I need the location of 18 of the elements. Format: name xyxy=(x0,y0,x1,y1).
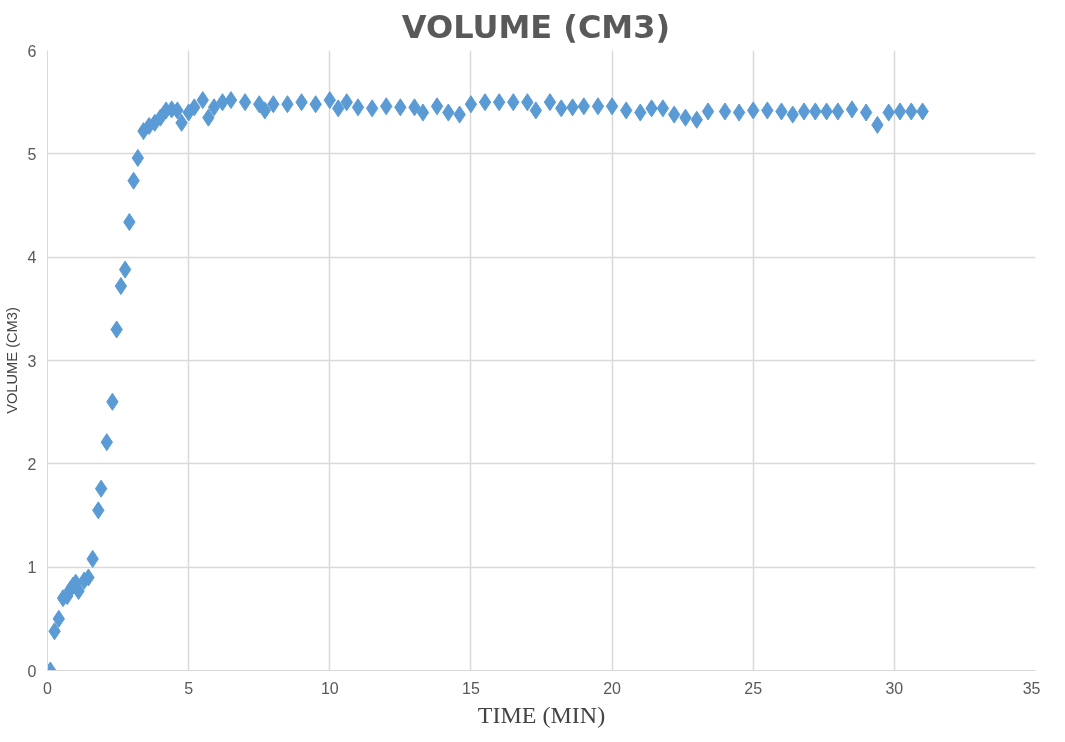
y-tick-label: 4 xyxy=(27,249,37,267)
y-tick-label: 2 xyxy=(27,455,37,473)
y-tick-label: 6 xyxy=(27,42,37,60)
chart-title: VOLUME (CM3) xyxy=(401,7,671,46)
y-axis-title: VOLUME (CM3) xyxy=(3,307,20,414)
x-tick-label: 30 xyxy=(885,679,904,697)
x-tick-label: 20 xyxy=(603,679,622,697)
y-tick-label: 3 xyxy=(27,352,37,370)
y-tick-label: 1 xyxy=(27,559,37,577)
y-tick-label: 0 xyxy=(27,662,37,680)
x-axis-title: TIME (MIN) xyxy=(477,701,606,728)
x-tick-label: 0 xyxy=(43,679,53,697)
x-tick-label: 25 xyxy=(744,679,763,697)
y-tick-label: 5 xyxy=(27,145,37,163)
x-tick-label: 10 xyxy=(320,679,339,697)
x-tick-label: 5 xyxy=(184,679,194,697)
x-tick-label: 15 xyxy=(462,679,480,697)
x-tick-label: 35 xyxy=(1022,679,1041,697)
